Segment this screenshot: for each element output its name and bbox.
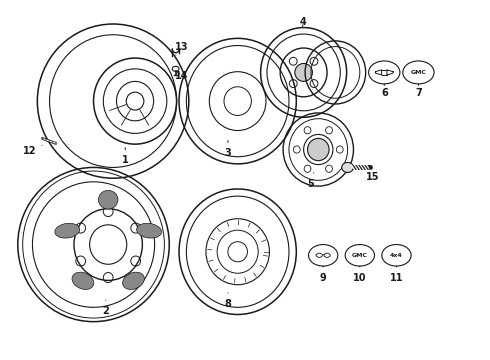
- Text: 3: 3: [224, 140, 231, 158]
- Text: 12: 12: [23, 145, 42, 156]
- Text: 4x4: 4x4: [390, 253, 403, 258]
- Text: 9: 9: [320, 266, 326, 283]
- Ellipse shape: [137, 223, 162, 238]
- Ellipse shape: [55, 223, 80, 238]
- Ellipse shape: [295, 63, 313, 81]
- Ellipse shape: [308, 138, 329, 161]
- Text: 2: 2: [102, 300, 109, 316]
- Text: 13: 13: [175, 42, 188, 55]
- Text: 5: 5: [308, 173, 315, 189]
- Text: 14: 14: [175, 71, 188, 81]
- Ellipse shape: [122, 272, 145, 289]
- Text: 1: 1: [122, 148, 129, 165]
- Text: 10: 10: [353, 266, 367, 283]
- Ellipse shape: [98, 190, 118, 209]
- Text: 4: 4: [299, 17, 306, 27]
- Ellipse shape: [72, 272, 94, 289]
- Text: 11: 11: [390, 266, 403, 283]
- Text: 8: 8: [224, 293, 231, 309]
- Text: GMC: GMC: [352, 253, 368, 258]
- Text: 6: 6: [381, 84, 388, 98]
- Text: 15: 15: [366, 168, 380, 182]
- Ellipse shape: [342, 162, 353, 172]
- Text: GMC: GMC: [411, 70, 426, 75]
- Text: 7: 7: [415, 84, 422, 98]
